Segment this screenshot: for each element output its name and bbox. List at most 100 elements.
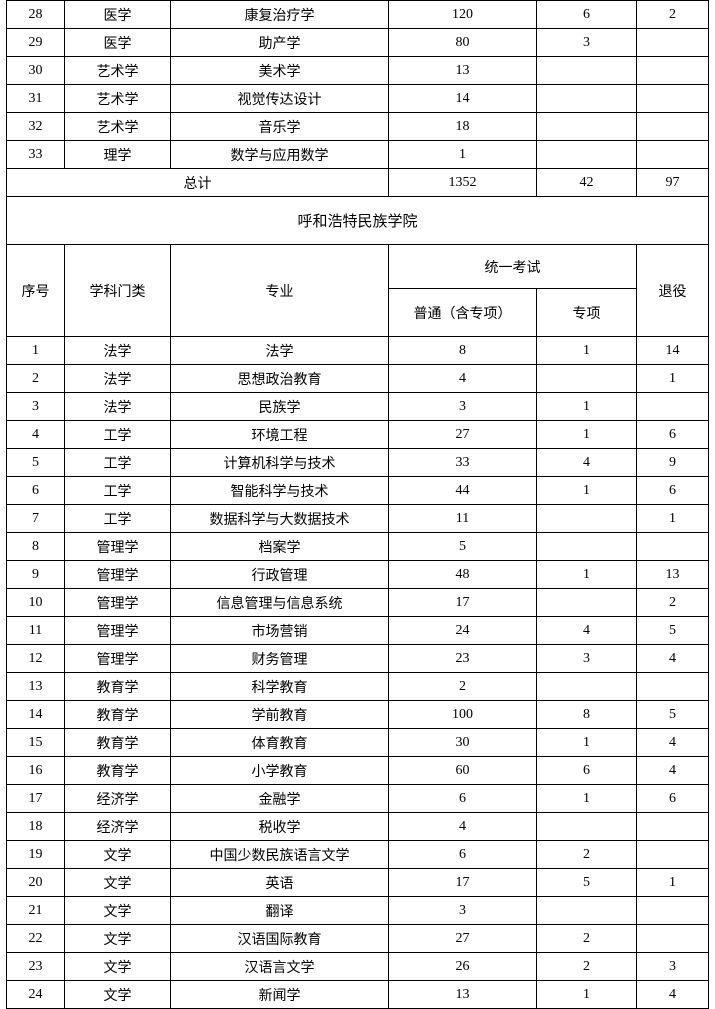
cell-retired: 3 [637, 953, 709, 981]
cell-major: 汉语国际教育 [171, 925, 389, 953]
table-row: 18经济学税收学4 [7, 813, 709, 841]
cell-normal: 100 [389, 701, 537, 729]
cell-seq: 8 [7, 533, 65, 561]
cell-special: 1 [537, 561, 637, 589]
cell-major: 视觉传达设计 [171, 85, 389, 113]
cell-cat: 文学 [65, 897, 171, 925]
table-row: 24文学新闻学1314 [7, 981, 709, 1009]
cell-retired [637, 673, 709, 701]
cell-normal: 30 [389, 729, 537, 757]
cell-retired: 13 [637, 561, 709, 589]
cell-seq: 16 [7, 757, 65, 785]
cell-cat: 法学 [65, 365, 171, 393]
cell-special: 1 [537, 421, 637, 449]
cell-seq: 12 [7, 645, 65, 673]
cell-seq: 15 [7, 729, 65, 757]
table-row: 8管理学档案学5 [7, 533, 709, 561]
cell-normal: 13 [389, 981, 537, 1009]
total-special: 42 [537, 169, 637, 197]
cell-retired: 6 [637, 421, 709, 449]
cell-retired [637, 897, 709, 925]
cell-major: 环境工程 [171, 421, 389, 449]
cell-special [537, 141, 637, 169]
cell-cat: 管理学 [65, 589, 171, 617]
cell-special: 1 [537, 337, 637, 365]
header-normal: 普通（含专项） [389, 289, 537, 337]
cell-retired: 6 [637, 785, 709, 813]
table-row: 16教育学小学教育6064 [7, 757, 709, 785]
cell-seq: 23 [7, 953, 65, 981]
table-row: 22文学汉语国际教育272 [7, 925, 709, 953]
cell-seq: 1 [7, 337, 65, 365]
cell-cat: 艺术学 [65, 113, 171, 141]
cell-normal: 23 [389, 645, 537, 673]
cell-retired: 4 [637, 645, 709, 673]
table-row: 4工学环境工程2716 [7, 421, 709, 449]
cell-normal: 6 [389, 841, 537, 869]
cell-cat: 工学 [65, 477, 171, 505]
table-row: 20文学英语1751 [7, 869, 709, 897]
cell-retired [637, 29, 709, 57]
cell-cat: 管理学 [65, 645, 171, 673]
cell-special: 8 [537, 701, 637, 729]
cell-retired [637, 533, 709, 561]
cell-cat: 教育学 [65, 729, 171, 757]
cell-retired: 14 [637, 337, 709, 365]
cell-normal: 5 [389, 533, 537, 561]
table-row: 7工学数据科学与大数据技术111 [7, 505, 709, 533]
cell-retired: 5 [637, 701, 709, 729]
cell-special: 1 [537, 785, 637, 813]
cell-cat: 教育学 [65, 701, 171, 729]
table-row: 28医学康复治疗学12062 [7, 1, 709, 29]
cell-retired [637, 113, 709, 141]
cell-major: 英语 [171, 869, 389, 897]
cell-retired: 1 [637, 505, 709, 533]
cell-seq: 3 [7, 393, 65, 421]
cell-retired [637, 393, 709, 421]
cell-special: 6 [537, 1, 637, 29]
cell-normal: 24 [389, 617, 537, 645]
cell-cat: 文学 [65, 869, 171, 897]
table-row: 14教育学学前教育10085 [7, 701, 709, 729]
cell-major: 学前教育 [171, 701, 389, 729]
cell-cat: 法学 [65, 337, 171, 365]
cell-special: 2 [537, 841, 637, 869]
table-row: 21文学翻译3 [7, 897, 709, 925]
page: 28医学康复治疗学1206229医学助产学80330艺术学美术学1331艺术学视… [0, 0, 715, 1009]
cell-normal: 27 [389, 421, 537, 449]
cell-major: 智能科学与技术 [171, 477, 389, 505]
cell-cat: 教育学 [65, 757, 171, 785]
cell-special: 1 [537, 981, 637, 1009]
cell-cat: 艺术学 [65, 85, 171, 113]
cell-cat: 工学 [65, 449, 171, 477]
cell-seq: 9 [7, 561, 65, 589]
section-title-row: 呼和浩特民族学院 [7, 197, 709, 245]
cell-major: 数据科学与大数据技术 [171, 505, 389, 533]
cell-major: 思想政治教育 [171, 365, 389, 393]
cell-major: 市场营销 [171, 617, 389, 645]
cell-major: 计算机科学与技术 [171, 449, 389, 477]
cell-retired: 4 [637, 729, 709, 757]
cell-normal: 13 [389, 57, 537, 85]
cell-normal: 17 [389, 589, 537, 617]
cell-normal: 33 [389, 449, 537, 477]
cell-cat: 医学 [65, 29, 171, 57]
cell-normal: 8 [389, 337, 537, 365]
cell-special: 5 [537, 869, 637, 897]
cell-retired [637, 813, 709, 841]
cell-seq: 10 [7, 589, 65, 617]
cell-cat: 文学 [65, 981, 171, 1009]
cell-normal: 26 [389, 953, 537, 981]
cell-major: 体育教育 [171, 729, 389, 757]
table-row: 29医学助产学803 [7, 29, 709, 57]
cell-special [537, 673, 637, 701]
cell-special [537, 365, 637, 393]
cell-major: 新闻学 [171, 981, 389, 1009]
cell-cat: 管理学 [65, 617, 171, 645]
cell-retired: 2 [637, 589, 709, 617]
cell-major: 法学 [171, 337, 389, 365]
cell-seq: 19 [7, 841, 65, 869]
cell-seq: 22 [7, 925, 65, 953]
cell-seq: 7 [7, 505, 65, 533]
cell-seq: 14 [7, 701, 65, 729]
